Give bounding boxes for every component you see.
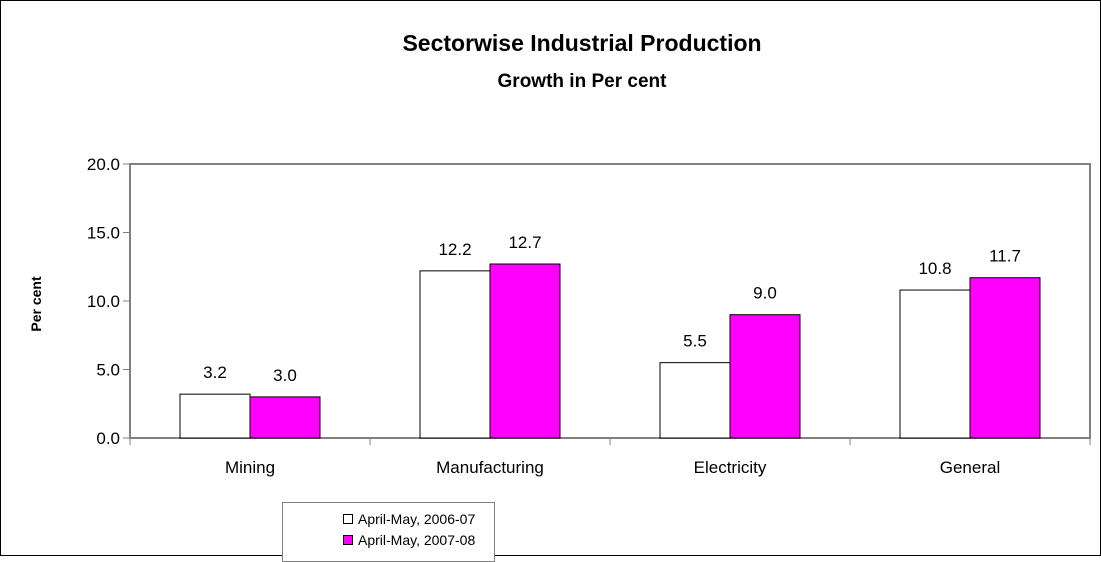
x-tick-label: Manufacturing xyxy=(436,458,544,477)
y-tick-label: 20.0 xyxy=(87,155,120,174)
x-tick-label: General xyxy=(940,458,1000,477)
data-label: 11.7 xyxy=(989,247,1021,266)
data-label: 12.2 xyxy=(438,240,471,259)
data-label: 10.8 xyxy=(918,259,951,278)
bar-electricity-series-2 xyxy=(729,314,801,439)
x-tick-label: Electricity xyxy=(694,458,767,477)
chart-subtitle: Growth in Per cent xyxy=(498,71,668,92)
y-axis-label: Per cent xyxy=(28,276,44,332)
category-labels: Mining Manufacturing Electricity General xyxy=(129,438,1091,477)
data-label: 9.0 xyxy=(753,284,777,303)
y-tick-label: 0.0 xyxy=(96,429,120,448)
x-tick-label: Mining xyxy=(225,458,275,477)
bar-manufacturing-series-1 xyxy=(419,270,491,439)
legend: April-May, 2006-07 April-May, 2007-08 xyxy=(282,502,495,562)
bar-electricity-series-1 xyxy=(659,362,731,439)
legend-label-series-2: April-May, 2007-08 xyxy=(358,532,476,548)
bar-mining-series-1 xyxy=(179,393,251,439)
data-label: 3.0 xyxy=(273,366,297,385)
bar-general-series-1 xyxy=(899,289,971,439)
data-label: 12.7 xyxy=(508,233,541,252)
bar-general-series-2 xyxy=(969,277,1041,439)
legend-swatch-series-1 xyxy=(343,514,353,524)
data-label: 5.5 xyxy=(683,332,707,351)
data-label: 3.2 xyxy=(203,363,227,382)
y-tick-label: 15.0 xyxy=(87,224,120,243)
bar-manufacturing-series-2 xyxy=(489,263,561,439)
bar-series xyxy=(179,263,1041,439)
bar-mining-series-2 xyxy=(249,396,321,439)
legend-item-series-2: April-May, 2007-08 xyxy=(343,530,475,550)
legend-label-series-1: April-May, 2006-07 xyxy=(358,511,476,527)
legend-swatch-series-2 xyxy=(343,535,353,545)
chart-title: Sectorwise Industrial Production xyxy=(402,30,761,56)
y-tick-label: 10.0 xyxy=(87,292,120,311)
y-tick-label: 5.0 xyxy=(96,361,120,380)
y-axis-ticks: 0.0 5.0 10.0 15.0 20.0 xyxy=(87,155,130,448)
value-labels: 3.2 3.0 12.2 12.7 5.5 9.0 10.8 11.7 xyxy=(203,233,1021,385)
legend-item-series-1: April-May, 2006-07 xyxy=(343,509,475,529)
